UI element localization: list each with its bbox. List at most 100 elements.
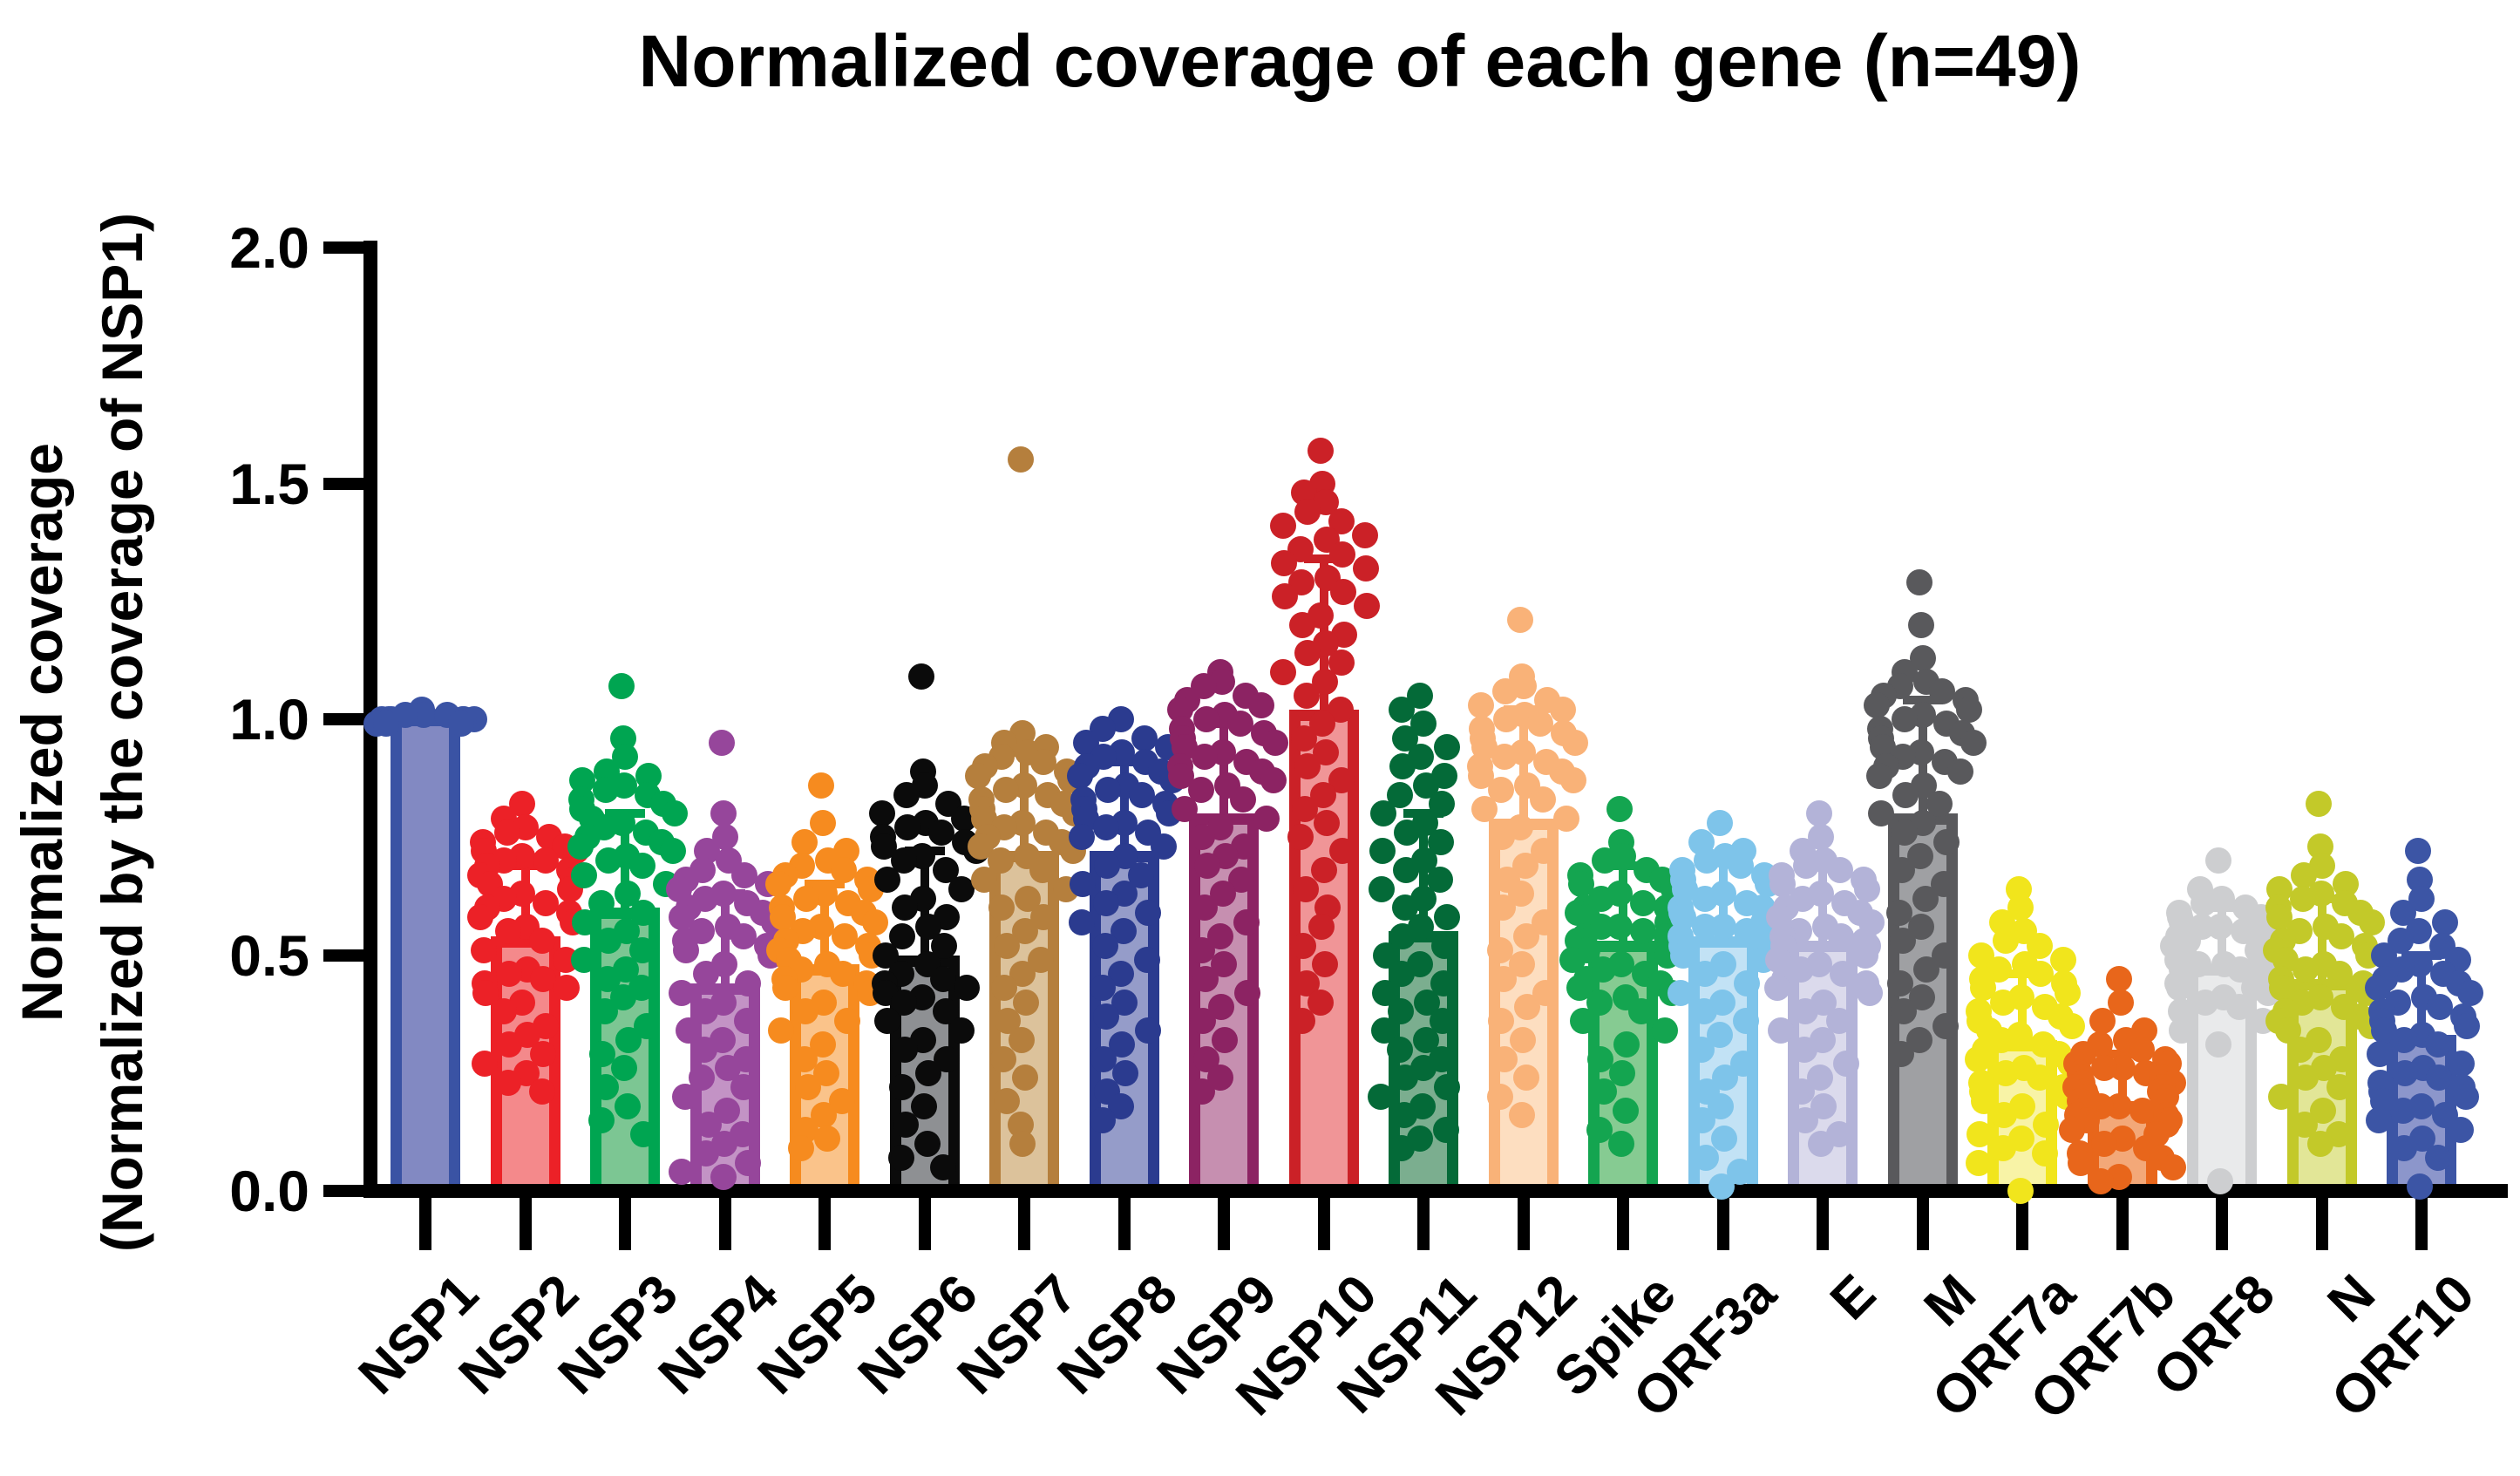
data-point-NSP3: [595, 847, 622, 874]
data-point-NSP3: [571, 946, 597, 973]
data-point-NSP2: [553, 975, 580, 1002]
data-point-ORF3a: [1732, 1008, 1759, 1035]
data-point-NSP4: [690, 1036, 717, 1063]
data-point-NSP6: [887, 1145, 914, 1172]
data-point-NSP1: [373, 711, 399, 738]
data-point-ORF3a: [1727, 852, 1754, 879]
data-point-NSP3: [615, 1026, 642, 1053]
data-point-NSP3: [611, 1055, 637, 1082]
data-point-NSP7: [991, 975, 1017, 1002]
data-point-NSP9: [1189, 1078, 1215, 1105]
data-point-NSP12: [1471, 795, 1498, 822]
error-bar-cap-ORF7b: [2102, 1050, 2143, 1059]
data-point-ORF7a: [1965, 1045, 1991, 1072]
data-point-NSP11: [1394, 819, 1420, 846]
x-tick-ORF8: [2216, 1198, 2228, 1250]
data-point-NSP3: [608, 673, 635, 700]
data-point-M: [1863, 691, 1890, 718]
data-point-M: [1885, 899, 1912, 926]
data-point-NSP1: [448, 711, 474, 738]
data-point-NSP2: [493, 819, 520, 846]
x-tick-NSP1: [419, 1198, 431, 1250]
data-point-NSP12: [1512, 922, 1539, 949]
data-point-NSP12: [1492, 706, 1519, 732]
data-point-E: [1791, 1036, 1817, 1063]
y-axis-label-line1: Normalized coverage: [10, 443, 74, 1022]
data-point-ORF10: [2454, 1012, 2480, 1039]
data-point-NSP10: [1290, 724, 1317, 752]
data-point-NSP5: [830, 961, 856, 988]
data-point-NSP4: [733, 1008, 760, 1035]
data-point-NSP6: [888, 1073, 915, 1100]
data-point-NSP8: [1131, 724, 1158, 752]
data-point-NSP10: [1271, 583, 1298, 610]
data-point-ORF3a: [1669, 942, 1696, 969]
data-point-NSP12: [1486, 1083, 1513, 1110]
data-point-NSP10: [1353, 593, 1380, 620]
data-point-NSP4: [734, 1149, 761, 1176]
data-point-NSP3: [592, 998, 618, 1025]
data-point-NSP8: [1134, 1017, 1161, 1044]
x-tick-ORF3a: [1716, 1198, 1729, 1250]
data-point-NSP10: [1287, 824, 1314, 851]
data-point-ORF3a: [1688, 1036, 1715, 1063]
data-point-ORF7a: [1990, 1135, 2016, 1162]
data-point-ORF10: [2392, 1059, 2418, 1086]
data-point-NSP8: [1150, 833, 1177, 860]
data-point-NSP7: [1009, 1026, 1035, 1053]
data-point-ORF10: [2366, 1106, 2392, 1133]
x-tick-NSP10: [1317, 1198, 1330, 1250]
data-point-Spike: [1630, 889, 1656, 916]
data-point-NSP2: [471, 1050, 498, 1077]
data-point-ORF7a: [2028, 961, 2054, 988]
x-tick-NSP12: [1517, 1198, 1530, 1250]
data-point-Spike: [1587, 1045, 1613, 1072]
data-point-E: [1854, 875, 1880, 902]
data-point-ORF7b: [2067, 1149, 2094, 1176]
data-point-NSP4: [730, 1073, 757, 1100]
data-point-M: [1932, 828, 1960, 855]
data-point-NSP10: [1269, 513, 1296, 540]
x-axis-line: [363, 1184, 2508, 1198]
data-point-ORF7a: [2059, 1012, 2085, 1039]
data-point-N: [2358, 908, 2385, 935]
data-point-NSP2: [495, 961, 522, 988]
data-point-NSP7: [1029, 857, 1056, 884]
data-point-ORF10: [2367, 1041, 2393, 1068]
data-point-NSP12: [1491, 744, 1518, 771]
data-point-N: [2292, 1064, 2319, 1092]
data-point-M: [1865, 762, 1892, 789]
data-point-ORF10: [2448, 1116, 2474, 1143]
data-point-NSP8: [1068, 908, 1095, 935]
data-point-ORF10: [2405, 838, 2431, 865]
data-point-NSP3: [595, 928, 622, 955]
data-point-NSP12: [1529, 786, 1556, 813]
data-point-NSP3: [593, 1073, 619, 1100]
x-tick-ORF10: [2415, 1198, 2428, 1250]
data-point-ORF10: [2407, 1173, 2433, 1200]
data-point-NSP12: [1491, 677, 1518, 704]
data-point-NSP2: [494, 918, 521, 945]
data-point-NSP10: [1288, 611, 1315, 638]
data-point-NSP4: [671, 1083, 698, 1110]
data-point-ORF7b: [2058, 1116, 2085, 1143]
data-point-ORF3a: [1693, 847, 1720, 874]
data-point-NSP10: [1307, 437, 1334, 464]
data-point-ORF3a: [1688, 1106, 1715, 1133]
data-point-ORF3a: [1733, 969, 1760, 996]
data-point-NSP7: [1008, 446, 1034, 473]
data-point-ORF8: [2205, 1031, 2231, 1058]
data-point-M: [1912, 956, 1939, 983]
data-point-N: [2326, 961, 2353, 988]
bar-NSP1: [391, 714, 460, 1198]
data-point-NSP5: [791, 1045, 818, 1072]
data-point-ORF10: [2432, 908, 2458, 935]
data-point-M: [1891, 819, 1918, 846]
y-tick-label-0.5: 0.5: [229, 922, 309, 988]
data-point-ORF10: [2425, 1145, 2451, 1172]
data-point-ORF7a: [2050, 946, 2076, 973]
data-point-ORF7b: [2090, 1055, 2117, 1082]
data-point-NSP6: [873, 1008, 900, 1035]
data-point-Spike: [1608, 1130, 1634, 1157]
data-point-M: [1955, 697, 1982, 724]
